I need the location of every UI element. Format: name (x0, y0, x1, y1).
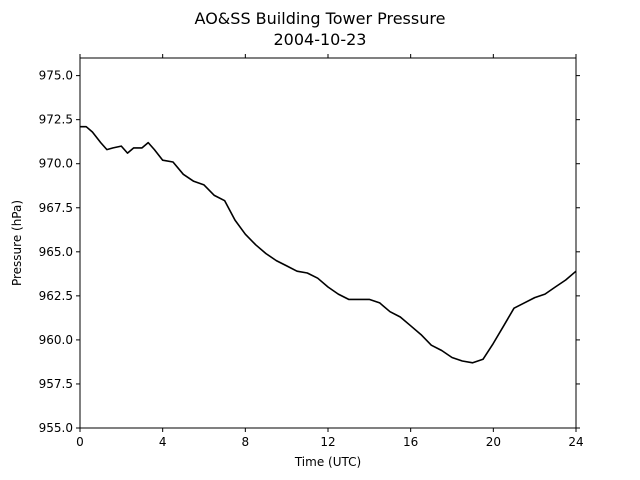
x-axis-ticks: 0 4 8 12 16 20 24 (76, 54, 584, 449)
chart-title: AO&SS Building Tower Pressure (195, 9, 446, 28)
x-tick-label: 20 (486, 435, 501, 449)
y-tick-label: 957.5 (39, 377, 73, 391)
chart-subtitle: 2004-10-23 (274, 30, 367, 49)
y-tick-label: 965.0 (39, 245, 73, 259)
plot-area (80, 58, 576, 428)
y-axis-ticks: 955.0 957.5 960.0 962.5 965.0 967.5 970.0 972.5… (39, 69, 580, 435)
y-tick-label: 962.5 (39, 289, 73, 303)
y-tick-label: 960.0 (39, 333, 73, 347)
y-tick-label: 955.0 (39, 421, 73, 435)
x-tick-label: 16 (403, 435, 418, 449)
y-tick-label: 967.5 (39, 201, 73, 215)
x-tick-label: 12 (320, 435, 335, 449)
x-tick-label: 0 (76, 435, 84, 449)
plot-frame (79, 57, 577, 429)
y-tick-label: 970.0 (39, 157, 73, 171)
y-axis-label: Pressure (hPa) (10, 200, 24, 286)
y-tick-label: 972.5 (39, 113, 73, 127)
x-tick-label: 4 (159, 435, 167, 449)
x-tick-label: 24 (568, 435, 583, 449)
x-axis-label: Time (UTC) (294, 455, 361, 469)
x-tick-label: 8 (242, 435, 250, 449)
series-line-pressure (80, 125, 577, 364)
y-tick-label: 975.0 (39, 69, 73, 83)
